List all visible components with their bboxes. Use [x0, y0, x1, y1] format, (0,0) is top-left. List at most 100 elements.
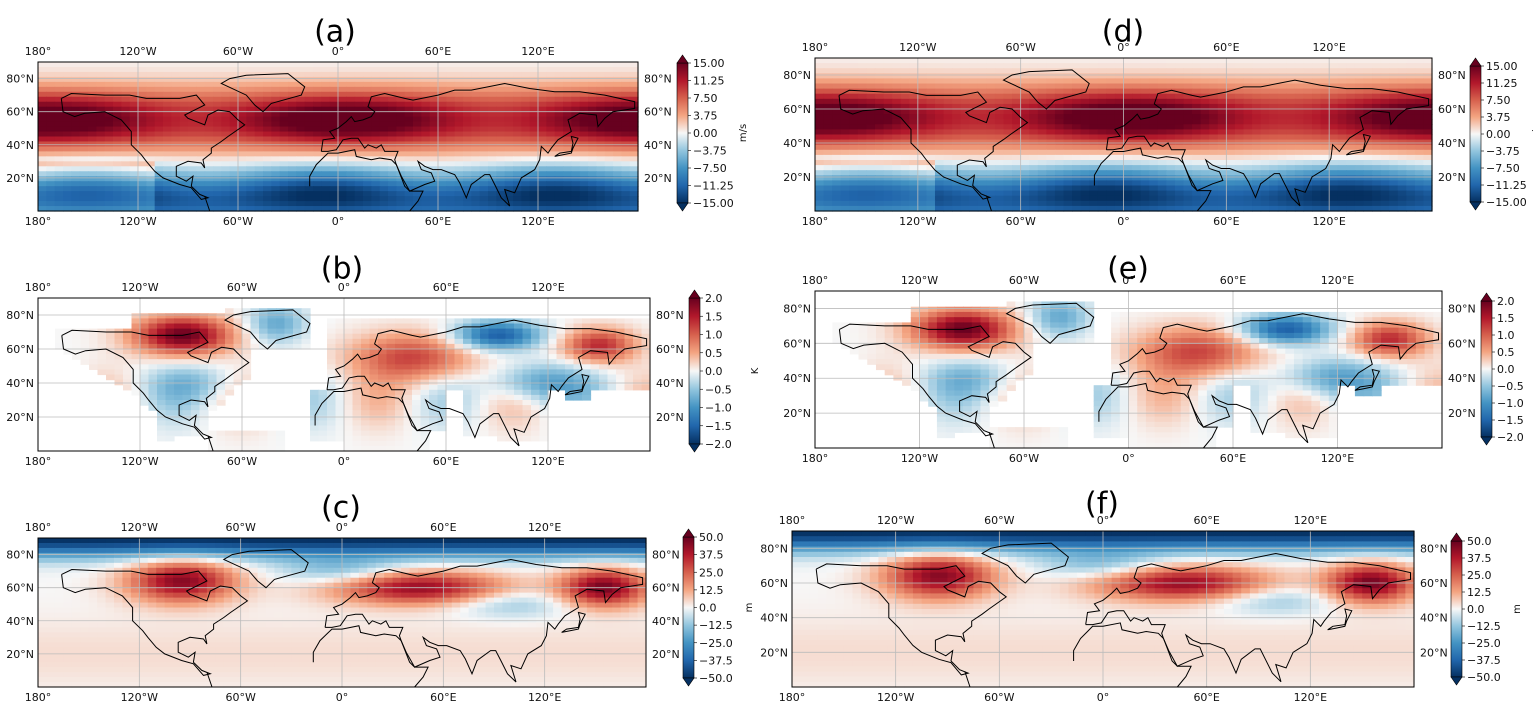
- heatmap-cell: [539, 338, 549, 345]
- heatmap-cell: [612, 567, 622, 574]
- heatmap-cell: [199, 338, 209, 345]
- heatmap-cell: [395, 323, 405, 330]
- heatmap-cell: [63, 166, 72, 172]
- heatmap-cell: [191, 394, 201, 401]
- heatmap-cell: [198, 632, 208, 638]
- heatmap-cell: [595, 607, 605, 614]
- heatmap-cell: [621, 171, 631, 177]
- heatmap-cell: [304, 111, 314, 118]
- heatmap-cell: [225, 349, 235, 355]
- heatmap-cell: [266, 552, 276, 559]
- heatmap-cell: [595, 617, 605, 624]
- colorbar-tick-label: 11.25: [693, 75, 725, 88]
- heatmap-cell: [196, 206, 206, 212]
- heatmap-cell: [371, 111, 381, 118]
- heatmap-cell: [246, 101, 256, 108]
- heatmap-cell: [148, 384, 158, 391]
- heatmap-cell: [282, 562, 292, 569]
- heatmap-cell: [546, 66, 556, 73]
- heatmap-cell: [257, 572, 267, 579]
- heatmap-cell: [536, 557, 546, 564]
- heatmap-cell: [497, 338, 507, 345]
- heatmap-cell: [571, 111, 581, 118]
- heatmap-cell: [96, 206, 106, 212]
- heatmap-cell: [426, 567, 436, 574]
- heatmap-cell: [38, 156, 47, 162]
- heatmap-cell: [468, 572, 478, 579]
- heatmap-cell: [221, 71, 231, 78]
- heatmap-cell: [477, 538, 487, 544]
- heatmap-cell: [620, 567, 630, 574]
- heatmap-cell: [71, 597, 81, 604]
- heatmap-cell: [329, 71, 339, 78]
- heatmap-cell: [604, 181, 614, 187]
- heatmap-cell: [595, 602, 605, 609]
- heatmap-cell: [386, 333, 396, 340]
- heatmap-cell: [429, 369, 439, 376]
- heatmap-cell: [122, 557, 132, 564]
- heatmap-cell: [386, 364, 396, 370]
- heatmap-cell: [479, 131, 489, 138]
- heatmap-cell: [344, 354, 354, 360]
- heatmap-cell: [513, 206, 522, 212]
- heatmap-cell: [263, 201, 272, 207]
- heatmap-cell: [621, 66, 631, 73]
- heatmap-cell: [443, 607, 453, 614]
- heatmap-cell: [571, 206, 581, 212]
- heatmap-cell: [291, 572, 301, 579]
- heatmap-cell: [599, 384, 609, 391]
- heatmap-cell: [354, 96, 364, 103]
- heatmap-cell: [599, 359, 609, 365]
- heatmap-cell: [232, 592, 242, 599]
- heatmap-cell: [266, 577, 276, 584]
- heatmap-cell: [299, 587, 309, 594]
- heatmap-cell: [148, 405, 158, 411]
- heatmap-cell: [288, 151, 297, 157]
- heatmap-cell: [114, 557, 124, 564]
- heatmap-cell: [561, 562, 571, 569]
- heatmap-cell: [570, 572, 580, 579]
- heatmap-cell: [578, 538, 588, 544]
- heatmap-cell: [114, 333, 124, 340]
- heatmap-cell: [395, 420, 405, 427]
- heatmap-cell: [279, 156, 289, 162]
- heatmap-cell: [63, 547, 73, 554]
- heatmap-cell: [588, 126, 597, 133]
- heatmap-cell: [181, 632, 191, 638]
- heatmap-cell: [488, 369, 498, 376]
- heatmap-cell: [544, 597, 554, 604]
- heatmap-cell: [257, 552, 267, 559]
- heatmap-cell: [146, 166, 156, 172]
- heatmap-cell: [502, 587, 512, 594]
- heatmap-cell: [454, 136, 464, 143]
- heatmap-cell: [156, 602, 166, 609]
- heatmap-cell: [232, 627, 242, 633]
- heatmap-cell: [38, 542, 48, 549]
- heatmap-cell: [321, 126, 331, 133]
- heatmap-cell: [105, 632, 115, 638]
- heatmap-cell: [140, 400, 150, 406]
- heatmap-cell: [463, 430, 473, 437]
- heatmap-cell: [463, 349, 473, 355]
- heatmap-cell: [497, 415, 507, 421]
- heatmap-cell: [266, 538, 276, 544]
- heatmap-cell: [395, 333, 405, 340]
- heatmap-cell: [378, 435, 388, 442]
- heatmap-cell: [138, 81, 147, 88]
- heatmap-cell: [521, 111, 531, 118]
- heatmap-cell: [263, 146, 272, 152]
- heatmap-cell: [342, 567, 352, 574]
- heatmap-cell: [279, 111, 289, 118]
- heatmap-cell: [146, 71, 156, 78]
- heatmap-cell: [573, 354, 583, 360]
- heatmap-cell: [190, 592, 200, 599]
- heatmap-cell: [494, 572, 504, 579]
- heatmap-cell: [204, 166, 214, 172]
- heatmap-cell: [321, 146, 331, 152]
- heatmap-cell: [171, 81, 181, 88]
- heatmap-cell: [215, 562, 225, 569]
- heatmap-cell: [215, 547, 225, 554]
- heatmap-cell: [122, 587, 132, 594]
- heatmap-cell: [429, 333, 439, 340]
- heatmap-cell: [446, 196, 456, 202]
